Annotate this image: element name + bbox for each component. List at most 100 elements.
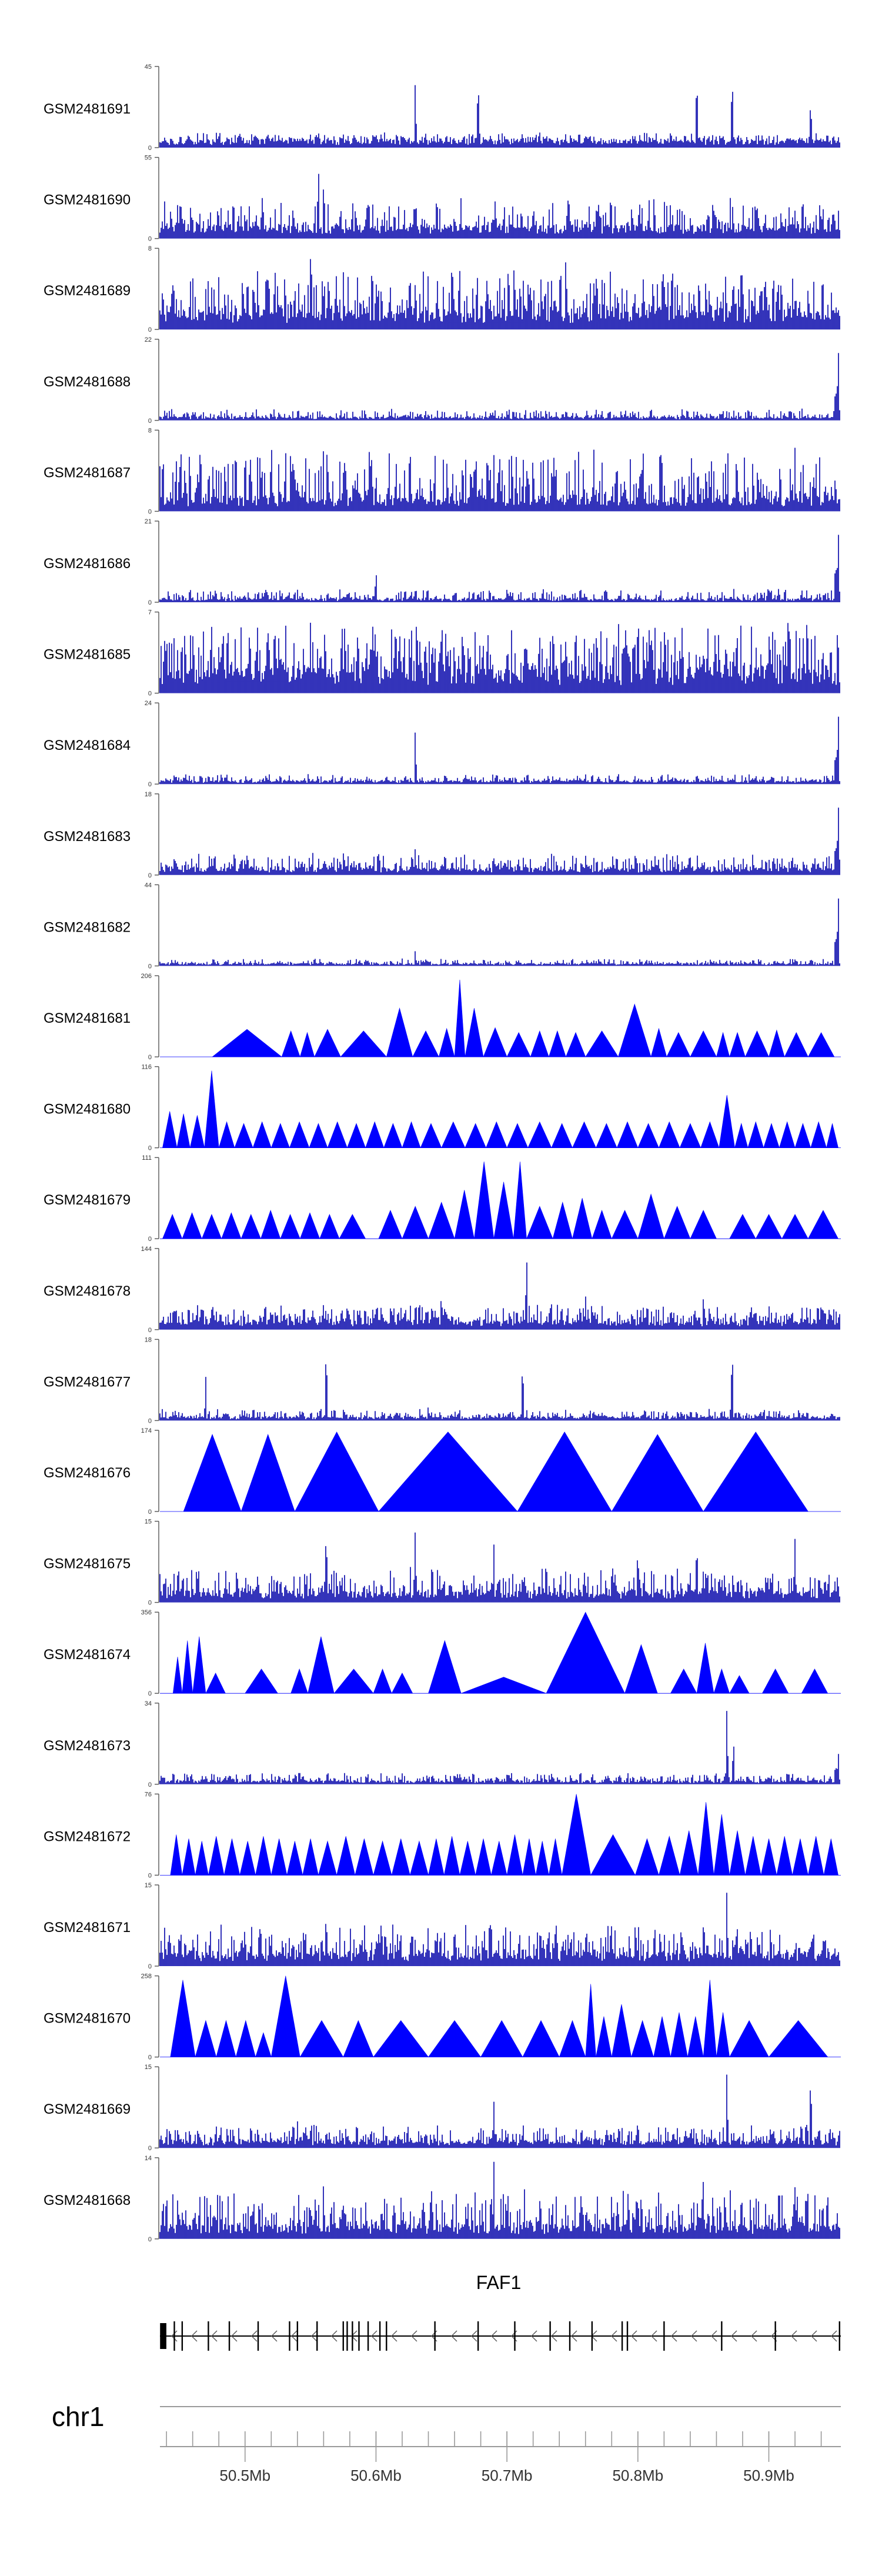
coverage-peak (716, 2012, 730, 2057)
track-label: GSM2481668 (44, 2193, 131, 2208)
coverage-peak (391, 1673, 413, 1694)
coverage-peak (373, 1668, 392, 1694)
coverage-peak (745, 1836, 761, 1876)
gene-exon (163, 2323, 166, 2349)
coverage-peak (327, 1121, 348, 1148)
coverage-peak (734, 1123, 749, 1148)
strand-arrow (731, 2330, 737, 2342)
coverage-peak (162, 1213, 183, 1239)
coverage-peak (763, 1123, 780, 1148)
coverage-peak (596, 2016, 612, 2057)
track-label: GSM2481675 (44, 1556, 131, 1572)
coverage-peak (318, 1840, 338, 1876)
coverage-peak (690, 1210, 717, 1239)
coverage-peak (365, 1121, 385, 1148)
coverage-bars (159, 898, 840, 966)
coverage-peak (618, 1003, 652, 1057)
strand-arrow (711, 2330, 717, 2342)
track-GSM2481685: GSM2481685 7 0 (44, 609, 840, 698)
coverage-peak (592, 1209, 612, 1239)
y-min-label: 0 (148, 236, 152, 243)
coverage-peak (319, 1213, 340, 1239)
coverage-peak (565, 1032, 586, 1057)
y-min-label: 0 (148, 1600, 152, 1607)
coverage-peak (308, 1636, 335, 1694)
gene-exon (591, 2321, 593, 2351)
strand-arrow (611, 2330, 617, 2342)
track-label: GSM2481681 (44, 1010, 131, 1026)
x-tick-label: 50.6Mb (350, 2467, 402, 2484)
track-GSM2481687: GSM2481687 8 0 (44, 427, 840, 515)
coverage-peak (443, 1836, 460, 1876)
coverage-peak (696, 1643, 714, 1694)
coverage-peak (218, 1121, 235, 1148)
coverage-peak (761, 1669, 789, 1694)
track-label: GSM2481690 (44, 192, 131, 208)
coverage-peak (162, 1111, 178, 1148)
y-min-label: 0 (148, 1509, 152, 1516)
coverage-peak (428, 1202, 455, 1239)
gene-exon (514, 2321, 516, 2351)
gene-exon (663, 2321, 665, 2351)
y-max-label: 24 (145, 700, 152, 707)
strand-arrows (171, 2330, 837, 2342)
track-label: GSM2481670 (44, 2011, 131, 2027)
coverage-peak (634, 1838, 659, 1876)
track-GSM2481680: GSM2481680 116 0 (44, 1064, 841, 1152)
coverage-peak (290, 1668, 309, 1694)
coverage-peak (373, 1840, 392, 1876)
coverage-peak (801, 1669, 828, 1694)
coverage-peak (559, 2020, 586, 2057)
coverage-peak (697, 1802, 714, 1876)
track-GSM2481674: GSM2481674 356 0 (44, 1609, 841, 1697)
coverage-peak (679, 1123, 701, 1148)
strand-arrow (251, 2330, 258, 2342)
y-min-label: 0 (148, 690, 152, 698)
coverage-peak (420, 1123, 442, 1148)
track-label: GSM2481688 (44, 374, 131, 390)
strand-arrow (271, 2330, 278, 2342)
coverage-peak (373, 2020, 429, 2057)
track-label: GSM2481689 (44, 283, 131, 299)
track-GSM2481682: GSM2481682 44 0 (44, 882, 840, 970)
gene-exon (367, 2321, 369, 2351)
gene-exon (296, 2321, 299, 2351)
coverage-peak (183, 1434, 242, 1512)
y-max-label: 206 (141, 973, 152, 980)
coverage-peak (208, 1836, 225, 1876)
coverage-bars (159, 535, 840, 602)
coverage-peak (170, 1980, 196, 2057)
gene-exon (434, 2321, 436, 2351)
track-GSM2481690: GSM2481690 55 0 (44, 155, 840, 243)
coverage-peak (522, 2020, 560, 2057)
strand-arrow (351, 2330, 358, 2342)
y-max-label: 55 (145, 155, 152, 162)
y-max-label: 15 (145, 2064, 152, 2071)
coverage-peak (192, 1636, 206, 1694)
coverage-peak (309, 1123, 328, 1148)
coverage-peak (549, 1838, 563, 1876)
coverage-peak (585, 1984, 596, 2057)
coverage-peak (687, 2016, 704, 2057)
gene-exons (160, 2321, 840, 2351)
coverage-peak (781, 1214, 808, 1239)
coverage-peak (760, 1838, 777, 1876)
coverage-peak (562, 1794, 592, 1876)
coverage-bars (159, 448, 840, 512)
gene-exon (626, 2321, 629, 2351)
coverage-peak (506, 1834, 523, 1876)
genome-axis-track: chr1 50.5Mb 50.6Mb 50.7Mb 50.8Mb 50.9Mb (52, 2401, 841, 2484)
track-GSM2481678: GSM2481678 144 0 (44, 1246, 840, 1334)
y-min-label: 0 (148, 145, 152, 152)
gene-exon (549, 2321, 551, 2351)
coverage-peak (289, 1121, 310, 1148)
coverage-peak (755, 1214, 783, 1239)
track-GSM2481684: GSM2481684 24 0 (44, 700, 840, 788)
strand-arrow (531, 2330, 537, 2342)
track-label: GSM2481683 (44, 829, 131, 845)
x-axis-ticks: 50.5Mb 50.6Mb 50.7Mb 50.8Mb 50.9Mb (166, 2431, 822, 2484)
coverage-peak (729, 1675, 750, 1694)
y-max-label: 144 (141, 1246, 152, 1253)
gene-exon (228, 2321, 230, 2351)
y-max-label: 21 (145, 518, 152, 525)
